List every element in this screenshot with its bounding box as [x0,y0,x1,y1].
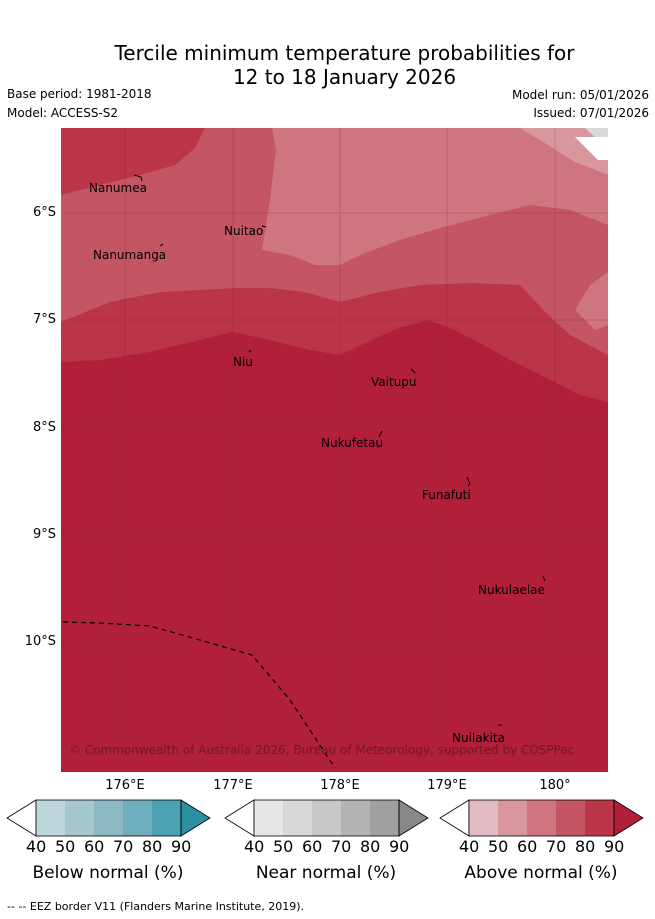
lon-label: 179°E [427,778,467,793]
colorbar-segment [36,800,65,836]
colorbar-extend-high [398,799,429,837]
colorbar-tick-label: 90 [171,837,192,856]
colorbar-tick-label: 50 [488,837,509,856]
colorbar-segment [283,800,312,836]
colorbar-frame [35,799,182,837]
field-white-corner [575,137,608,160]
place-nuilakita: Nuilakita [452,731,505,745]
colorbar-segment [123,800,152,836]
model-name: Model: ACCESS-S2 [7,106,119,120]
model-run: Model run: 05/01/2026 [511,88,649,102]
colorbar-title-near: Near normal (%) [255,863,397,883]
colorbar-near [224,799,429,837]
colorbar-tick-label: 40 [26,837,47,856]
lat-label: 10°S [24,634,56,649]
colorbar-segment [152,800,181,836]
colorbar-tick-label: 90 [389,837,410,856]
colorbar-segment [65,800,94,836]
colorbar-extend-high [180,799,211,837]
eez-legend: -- -- EEZ border V11 (Flanders Marine In… [7,900,304,913]
colorbar-tick-label: 80 [575,837,596,856]
colorbar-extend-low [6,799,37,837]
colorbar-tick-label: 40 [459,837,480,856]
lon-label: 180° [539,778,571,793]
field-90-top [61,128,205,195]
lat-label: 7°S [32,312,56,327]
colorbar-segment [341,800,370,836]
copyright-notice: © Commonwealth of Australia 2026, Bureau… [69,743,575,757]
colorbar-tick-label: 50 [273,837,294,856]
colorbar-above [439,799,644,837]
colorbar-segment [527,800,556,836]
colorbar-segment [312,800,341,836]
lon-label: 178°E [320,778,360,793]
eez-legend-marker: -- [7,900,15,913]
colorbar-segment [556,800,585,836]
colorbar-tick-label: 60 [302,837,323,856]
eez-border [62,621,336,769]
colorbar-tick-label: 90 [604,837,625,856]
lat-label: 8°S [32,420,56,435]
colorbar-segment [370,800,399,836]
probability-field [61,128,608,772]
colorbar-segment [254,800,283,836]
colorbar-title-below: Below normal (%) [32,863,184,883]
place-nanumanga: Nanumanga [93,248,167,262]
colorbar-tick-label: 80 [360,837,381,856]
field-60 [262,128,608,265]
lon-label: 176°E [105,778,145,793]
place-nukulaelae: Nukulaelae [478,583,545,597]
lat-label: 6°S [32,205,56,220]
place-niu: Niu [233,355,253,369]
lat-label: 9°S [32,527,56,542]
grid-lines [61,128,608,772]
island-marks [133,174,546,726]
colorbar-tick-label: 80 [142,837,163,856]
chart-title-line2: 12 to 18 January 2026 [232,65,457,89]
colorbar-tick-label: 60 [517,837,538,856]
colorbar-segment [585,800,614,836]
colorbar-segment [469,800,498,836]
issued-date: Issued: 07/01/2026 [533,106,649,120]
colorbar-tick-label: 60 [84,837,105,856]
colorbar-tick-label: 50 [55,837,76,856]
colorbar-tick-label: 40 [244,837,265,856]
colorbar-tick-label: 70 [113,837,134,856]
place-nukufetau: Nukufetau [321,436,384,450]
chart-title-line1: Tercile minimum temperature probabilitie… [114,41,575,65]
eez-legend-text: -- EEZ border V11 (Flanders Marine Insti… [18,900,305,913]
base-period: Base period: 1981-2018 [7,87,152,101]
colorbars [6,799,644,837]
colorbar-title-above: Above normal (%) [464,863,618,883]
lon-label: 177°E [213,778,253,793]
colorbar-segment [498,800,527,836]
field-60b [575,272,608,330]
colorbar-frame [253,799,400,837]
place-vaitupu: Vaitupu [371,375,417,389]
colorbar-tick-label: 70 [546,837,567,856]
colorbar-below [6,799,211,837]
colorbar-extend-low [439,799,470,837]
place-nanumea: Nanumea [89,181,147,195]
colorbar-extend-low [224,799,255,837]
place-nuitao: Nuitao [224,224,264,238]
place-funafuti: Funafuti [422,488,471,502]
colorbar-frame [468,799,615,837]
colorbar-extend-high [613,799,644,837]
colorbar-segment [94,800,123,836]
colorbar-tick-label: 70 [331,837,352,856]
